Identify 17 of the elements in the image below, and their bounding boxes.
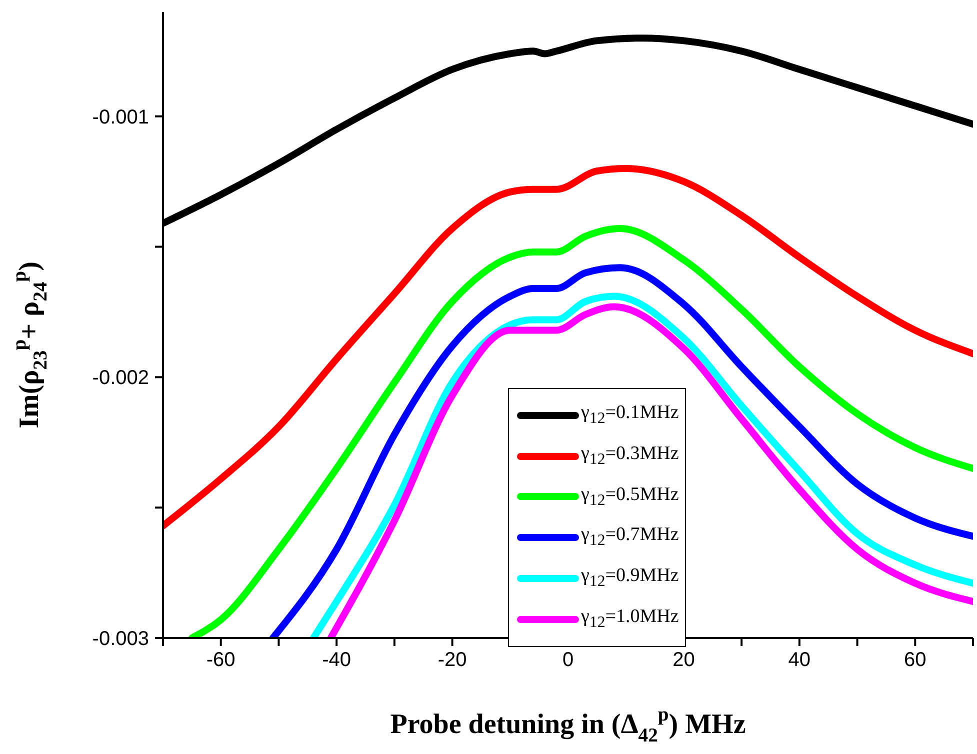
legend-label: γ$_{12}$=1.0MHz [581,604,679,633]
x-tick-label: -40 [322,649,352,671]
legend-label: γ$_{12}$=0.7MHz [581,523,679,552]
legend-label: γ$_{12}$=0.1MHz [581,401,679,429]
y-tick-label: -0.002 [92,367,149,390]
x-tick-label: -60 [206,649,236,671]
x-tick-label: 0 [562,649,574,671]
x-tick-label: 40 [788,649,811,671]
x-tick-label: -20 [438,649,467,671]
legend-label: γ$_{12}$=0.9MHz [581,564,679,592]
y-tick-label: -0.001 [92,106,149,128]
y-tick-label: -0.003 [92,628,149,650]
x-axis-title: Probe detuning in (Δ$_{42}$$^{p}$) MHz [390,704,746,746]
x-tick-label: 20 [672,649,695,671]
legend-label: γ$_{12}$=0.3MHz [581,442,679,470]
legend-label: γ$_{12}$=0.5MHz [581,482,679,510]
x-tick-label: 60 [904,649,926,671]
